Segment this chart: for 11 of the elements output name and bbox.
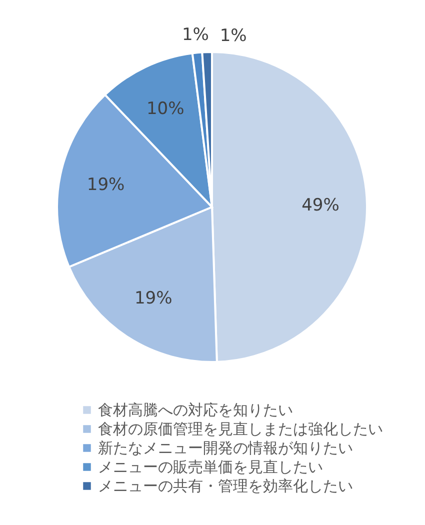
legend-label: 新たなメニュー開発の情報が知りたい — [98, 439, 353, 457]
data-label: 10% — [146, 99, 184, 120]
legend-label: 食材高騰への対応を知りたい — [98, 401, 293, 419]
legend-label: メニューの共有・管理を効率化したい — [98, 477, 353, 495]
data-label: 1% — [220, 26, 247, 46]
data-label: 19% — [86, 174, 125, 195]
data-label: 1% — [182, 25, 209, 46]
legend-label: メニューの販売単価を見直したい — [98, 458, 323, 476]
data-label: 19% — [134, 288, 172, 308]
data-label: 49% — [302, 195, 340, 216]
legend-label: 食材の原価管理を見直しまたは強化したい — [98, 420, 383, 438]
